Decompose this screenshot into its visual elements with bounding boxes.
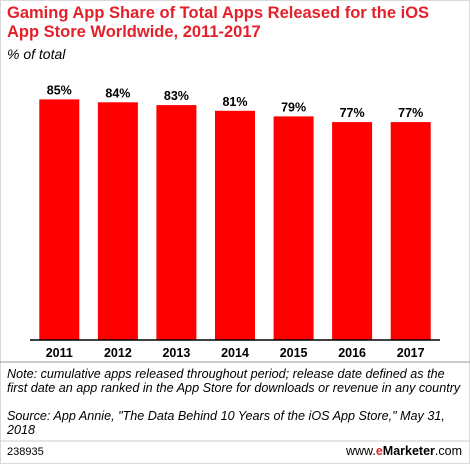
x-tick-label-2013: 2013 xyxy=(162,346,190,360)
x-tick-label-2012: 2012 xyxy=(104,346,132,360)
bar-value-label-2012: 84% xyxy=(105,86,130,100)
bar-value-label-2014: 81% xyxy=(222,95,247,109)
bar-2016 xyxy=(332,122,373,340)
bar-2017 xyxy=(390,122,431,340)
x-tick-label-2016: 2016 xyxy=(338,346,366,360)
x-tick-label-2015: 2015 xyxy=(280,346,308,360)
bar-2011 xyxy=(39,99,80,341)
bar-value-label-2015: 79% xyxy=(281,100,306,114)
brand-name: Marketer xyxy=(382,444,435,458)
chart-note: Note: cumulative apps released throughou… xyxy=(7,367,461,395)
brand-e: e xyxy=(375,444,383,458)
bar-value-label-2011: 85% xyxy=(47,83,72,97)
bar-value-label-2017: 77% xyxy=(398,106,423,120)
x-tick-label-2014: 2014 xyxy=(221,346,249,360)
brand-link[interactable]: www.eMarketer.com xyxy=(346,444,462,458)
bar-value-label-2013: 83% xyxy=(164,89,189,103)
bar-2015 xyxy=(273,116,314,341)
x-tick-label-2017: 2017 xyxy=(397,346,425,360)
chart-subtitle: % of total xyxy=(7,46,66,62)
chart-id: 238935 xyxy=(7,446,44,458)
bar-value-label-2016: 77% xyxy=(340,106,365,120)
brand-prefix: www. xyxy=(345,444,376,458)
bar-2014 xyxy=(215,110,255,340)
bar-2013 xyxy=(156,105,197,340)
x-tick-label-2011: 2011 xyxy=(46,346,73,360)
chart-title: Gaming App Share of Total Apps Released … xyxy=(7,4,430,41)
chart-source: Source: App Annie, "The Data Behind 10 Y… xyxy=(7,409,445,437)
brand-suffix: .com xyxy=(434,444,462,458)
bar-2012 xyxy=(97,102,138,340)
